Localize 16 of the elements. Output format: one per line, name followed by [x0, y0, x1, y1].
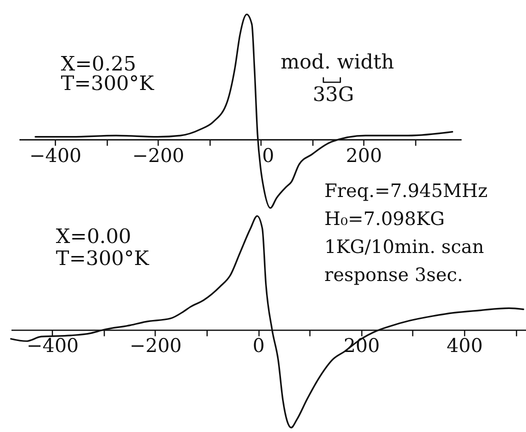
x-tick-label: −400	[26, 335, 79, 358]
x-tick-label: −200	[130, 335, 182, 358]
annotation: mod. width	[280, 49, 394, 74]
annotation: 1KG/10min. scan	[324, 236, 484, 258]
x-tick-label: 0	[252, 335, 265, 358]
x-tick-label: 200	[346, 144, 382, 167]
annotation: 33G	[312, 82, 354, 106]
annotation: response 3sec.	[324, 264, 463, 286]
annotation: H₀=7.098KG	[324, 208, 445, 230]
x-tick-label: 0	[262, 144, 274, 167]
x-tick-label: −200	[132, 144, 184, 167]
annotation: X=0.00	[56, 224, 132, 248]
x-tick-label: −400	[29, 144, 82, 167]
annotation: Freq.=7.945MHz	[324, 181, 488, 202]
annotation: T=300°K	[56, 246, 150, 270]
x-tick-label: 400	[446, 335, 483, 358]
